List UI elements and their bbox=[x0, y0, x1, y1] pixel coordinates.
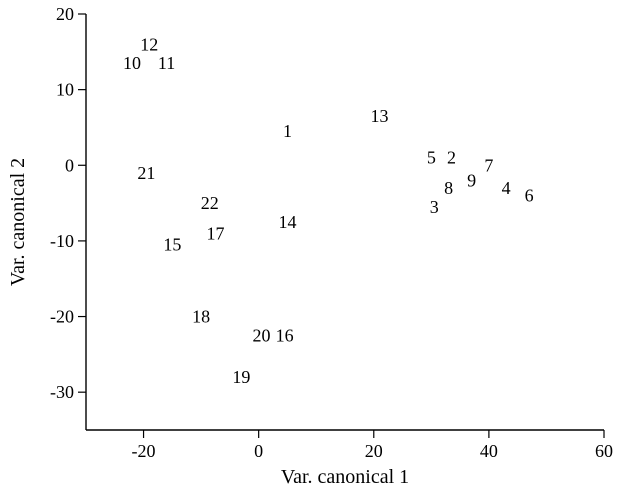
y-tick-label: -20 bbox=[50, 307, 74, 327]
y-axis-title: Var. canonical 2 bbox=[7, 158, 29, 286]
y-tick-label: -10 bbox=[50, 231, 74, 251]
point-label-6: 6 bbox=[525, 186, 534, 206]
x-tick-label: 0 bbox=[254, 441, 263, 461]
y-tick-label: 10 bbox=[56, 80, 74, 100]
y-tick-label: 20 bbox=[56, 4, 74, 24]
point-label-12: 12 bbox=[140, 34, 158, 54]
point-label-22: 22 bbox=[201, 193, 219, 213]
x-tick-label: 20 bbox=[365, 441, 383, 461]
point-label-13: 13 bbox=[371, 106, 389, 126]
point-label-2: 2 bbox=[447, 148, 456, 168]
point-label-17: 17 bbox=[207, 223, 225, 243]
point-label-16: 16 bbox=[276, 325, 294, 345]
x-ticks: -20 0 20 40 60 bbox=[132, 430, 613, 461]
y-tick-label: -30 bbox=[50, 382, 74, 402]
point-label-21: 21 bbox=[137, 163, 155, 183]
point-label-11: 11 bbox=[158, 53, 175, 73]
point-label-18: 18 bbox=[192, 307, 210, 327]
point-label-19: 19 bbox=[232, 367, 250, 387]
point-label-15: 15 bbox=[163, 235, 181, 255]
x-tick-label: 60 bbox=[595, 441, 613, 461]
point-label-3: 3 bbox=[430, 197, 439, 217]
point-label-9: 9 bbox=[467, 170, 476, 190]
point-label-14: 14 bbox=[278, 212, 296, 232]
point-label-5: 5 bbox=[427, 148, 436, 168]
x-tick-label: -20 bbox=[132, 441, 156, 461]
point-label-7: 7 bbox=[484, 155, 493, 175]
point-label-1: 1 bbox=[283, 121, 292, 141]
point-label-4: 4 bbox=[502, 178, 511, 198]
y-tick-label: 0 bbox=[65, 155, 74, 175]
x-tick-label: 40 bbox=[480, 441, 498, 461]
point-label-20: 20 bbox=[253, 325, 271, 345]
point-label-10: 10 bbox=[123, 53, 141, 73]
x-axis-title: Var. canonical 1 bbox=[281, 466, 409, 488]
y-ticks: 20 10 0 -10 -20 -30 bbox=[50, 4, 86, 402]
point-label-8: 8 bbox=[444, 178, 453, 198]
